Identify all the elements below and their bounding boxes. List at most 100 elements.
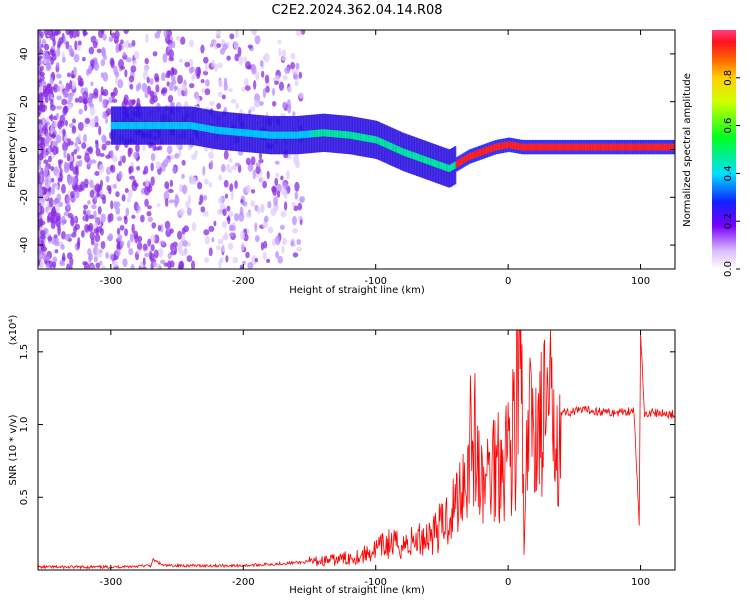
spectrogram-noise-speck (100, 213, 106, 223)
spectrogram-xlabel: Height of straight line (km) (289, 285, 425, 296)
spectrogram-noise-speck (239, 206, 244, 216)
spectrogram-ridge-core (225, 127, 228, 135)
spectrogram-ridge-core (444, 163, 447, 171)
spectrogram-ridge-core (441, 162, 444, 170)
figure-title: C2E2.2024.362.04.14.R08 (271, 3, 442, 18)
spectrogram-noise-speck (216, 245, 222, 251)
spectrogram-ridge-core (493, 143, 497, 152)
spectrogram-noise-speck (57, 120, 63, 130)
spectrogram-noise-speck (112, 154, 118, 163)
spectrogram-ytick-label: 0 (19, 146, 30, 152)
spectrogram-ridge-core (274, 131, 277, 139)
snr-ytick-label: 1.0 (19, 417, 30, 433)
spectrogram-noise-speck (87, 200, 91, 205)
spectrogram-ridge-core (368, 135, 371, 143)
spectrogram-ridge-core (161, 122, 164, 130)
spectrogram-noise-speck (293, 205, 299, 212)
spectrogram-noise-speck (115, 76, 119, 85)
spectrogram-ridge-core (428, 157, 431, 166)
spectrogram-noise-speck (293, 74, 299, 80)
spectrogram-noise-speck (187, 241, 191, 247)
spectrogram-ridge-core (566, 143, 570, 151)
spectrogram-noise-speck (83, 99, 88, 105)
spectrogram-noise-speck (296, 238, 301, 245)
spectrogram-ridge-core (565, 143, 568, 151)
spectrogram-ridge-core (462, 156, 465, 165)
spectrogram-ridge-core (160, 122, 163, 130)
spectrogram-ridge-core (303, 130, 306, 139)
spectrogram-noise-speck (136, 241, 143, 251)
spectrogram-noise-speck (86, 147, 92, 153)
spectrogram-ytick-label: 40 (19, 48, 30, 61)
spectrogram-noise-speck (55, 134, 62, 144)
spectrogram-ridge-core (317, 129, 320, 137)
spectrogram-noise-speck (263, 52, 270, 63)
spectrogram-ridge-core (306, 130, 309, 138)
spectrogram-noise-speck (241, 201, 247, 206)
spectrogram-ridge-core (411, 151, 414, 159)
spectrogram-ridge-core (144, 122, 147, 130)
spectrogram-noise-speck (123, 215, 128, 221)
spectrogram-noise-speck (44, 166, 49, 177)
spectrogram-ridge-core (279, 131, 282, 139)
spectrogram-noise-speck (110, 184, 115, 189)
spectrogram-noise-speck (95, 226, 100, 236)
spectrogram-noise-speck (281, 245, 285, 254)
spectrogram-noise-speck (134, 234, 139, 244)
spectrogram-noise-speck (163, 30, 168, 38)
spectrogram-noise-speck (83, 204, 89, 210)
spectrogram-noise-speck (63, 149, 67, 159)
spectrogram-noise-speck (66, 202, 71, 211)
spectrogram-noise-speck (99, 179, 104, 188)
spectrogram-ridge-core (231, 128, 234, 136)
spectrogram-ridge-core (263, 131, 266, 139)
spectrogram-noise-speck (136, 204, 140, 211)
spectrogram-noise-speck (57, 225, 61, 236)
spectrogram-noise-speck (53, 31, 59, 36)
spectrogram-noise-speck (232, 256, 239, 264)
spectrogram-noise-speck (93, 88, 99, 96)
spectrogram-noise-speck (99, 189, 103, 196)
spectrogram-ridge-core (635, 143, 638, 151)
spectrogram-ridge-core (125, 122, 128, 130)
spectrogram-noise-speck (102, 111, 107, 120)
spectrogram-noise-speck (121, 194, 126, 202)
spectrogram-noise-speck (226, 163, 231, 172)
spectrogram-noise-speck (267, 201, 272, 209)
spectrogram-noise-speck (50, 86, 56, 91)
spectrogram-noise-speck (93, 61, 100, 71)
colorbar-gradient (712, 30, 736, 269)
spectrogram-noise-speck (150, 253, 155, 261)
spectrogram-noise-speck (251, 255, 257, 266)
spectrogram-ridge-core (665, 143, 668, 151)
spectrogram-noise-speck (221, 220, 228, 228)
spectrogram-ridge-core (315, 129, 319, 137)
spectrogram-ridge-core (301, 131, 304, 139)
spectrogram-noise-speck (166, 145, 173, 155)
spectrogram-ridge-core (304, 130, 307, 138)
spectrogram-noise-speck (51, 49, 56, 57)
spectrogram-noise-speck (147, 238, 152, 247)
spectrogram-noise-speck (118, 160, 123, 167)
spectrogram-noise-speck (140, 214, 145, 223)
spectrogram-ridge-core (260, 130, 263, 138)
spectrogram-ridge-core (408, 150, 411, 158)
spectrogram-noise-speck (142, 257, 146, 267)
spectrogram-ridge-core (334, 130, 338, 138)
spectrogram-noise-speck (152, 261, 157, 268)
spectrogram-noise-speck (56, 193, 62, 203)
spectrogram-ridge-core (195, 122, 198, 131)
spectrogram-ridge-core (643, 143, 646, 151)
spectrogram-noise-speck (121, 155, 126, 164)
spectrogram-noise-speck (47, 235, 53, 242)
spectrogram-noise-speck (52, 261, 57, 268)
spectrogram-noise-speck (51, 33, 56, 42)
spectrogram-noise-speck (278, 47, 282, 57)
spectrogram-noise-speck (162, 53, 168, 63)
spectrogram-noise-speck (82, 209, 87, 215)
spectrogram-noise-speck (50, 98, 54, 108)
spectrogram-noise-speck (89, 231, 95, 240)
spectrogram-noise-speck (223, 77, 228, 86)
spectrogram-noise-speck (92, 41, 98, 49)
spectrogram-noise-speck (186, 207, 192, 216)
